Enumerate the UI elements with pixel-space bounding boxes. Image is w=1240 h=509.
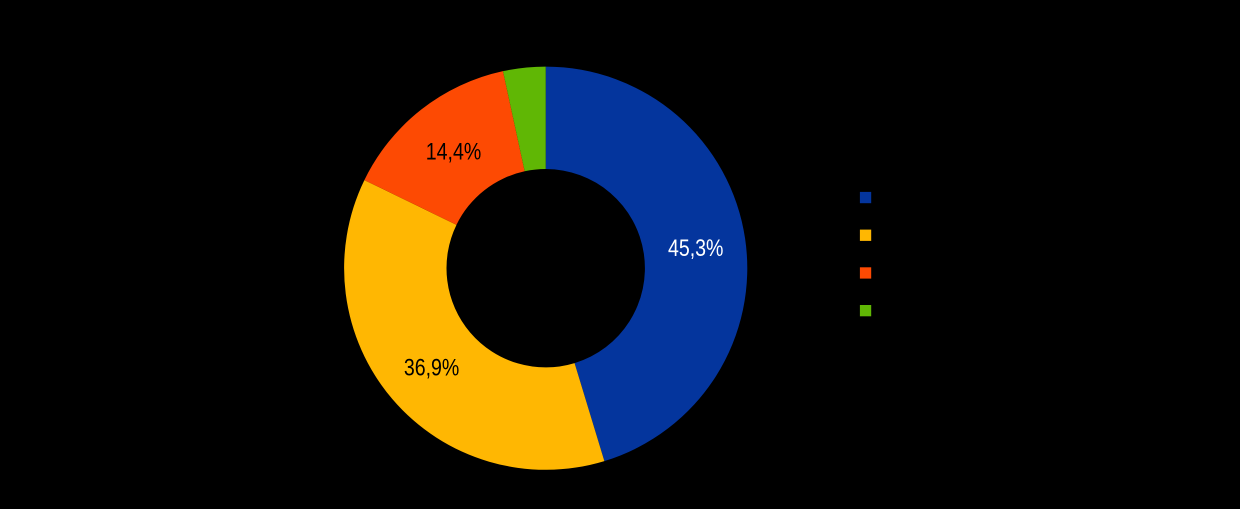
svg-text:45,3%: 45,3% bbox=[668, 235, 724, 262]
svg-text:14,4%: 14,4% bbox=[426, 139, 482, 166]
svg-text:36,9%: 36,9% bbox=[404, 355, 460, 382]
